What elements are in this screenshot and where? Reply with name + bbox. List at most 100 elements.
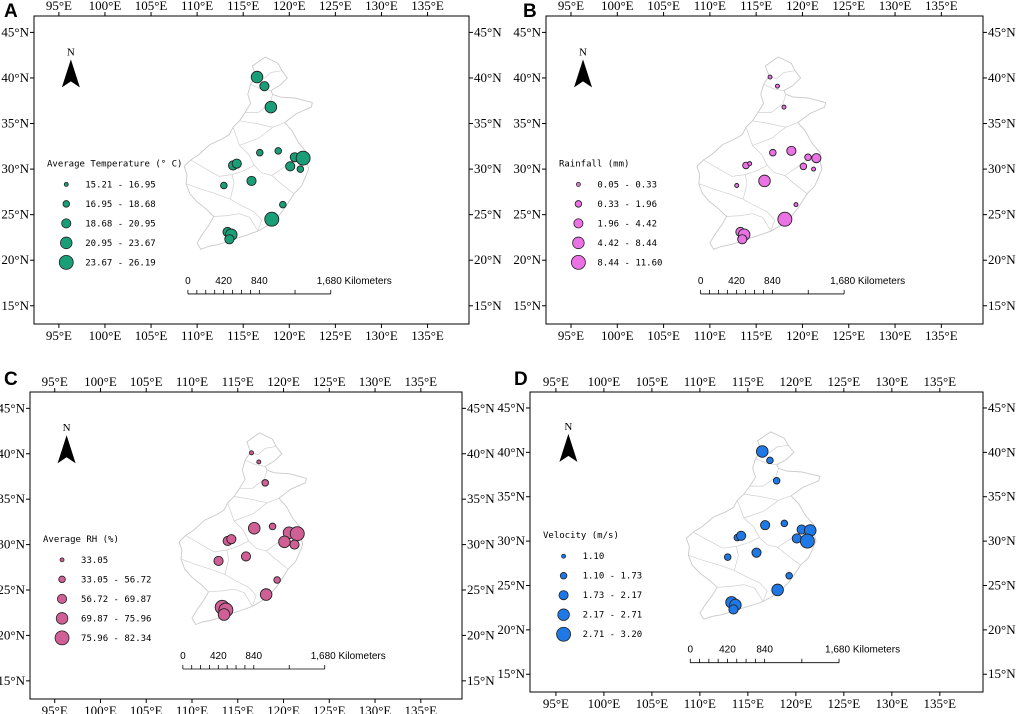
station-marker xyxy=(758,174,771,188)
north-arrow-icon xyxy=(559,433,578,462)
lat-label-right: 20°N xyxy=(467,627,495,642)
legend-symbol xyxy=(62,200,70,208)
lat-label-left: 25°N xyxy=(0,582,26,597)
legend-symbol xyxy=(59,557,65,563)
lat-label-left: 35°N xyxy=(513,116,541,131)
scale-label: 840 xyxy=(245,651,262,662)
station-marker xyxy=(295,150,311,166)
legend-symbol xyxy=(58,575,66,584)
station-marker xyxy=(247,521,261,535)
province-border xyxy=(743,500,779,519)
lat-label-left: 25°N xyxy=(1,207,29,222)
legend-symbol xyxy=(55,612,69,625)
lon-label-bottom: 115°E xyxy=(732,696,764,711)
panel-letter: A xyxy=(4,1,18,22)
legend-title: Average RH (%) xyxy=(43,535,119,545)
station-marker xyxy=(268,522,277,531)
legend-symbol xyxy=(61,218,72,229)
lat-label-right: 45°N xyxy=(467,400,495,415)
station-marker xyxy=(256,148,264,157)
lon-label-bottom: 130°E xyxy=(876,696,909,711)
station-marker xyxy=(777,211,793,227)
lon-label-top: 100°E xyxy=(89,0,122,13)
lat-label-left: 20°N xyxy=(0,627,26,642)
lat-label-right: 45°N xyxy=(988,400,1016,415)
lon-label-top: 95°E xyxy=(543,374,569,389)
north-label: N xyxy=(579,46,587,58)
lon-label-top: 130°E xyxy=(879,0,912,13)
lat-label-right: 40°N xyxy=(467,446,495,461)
lon-label-top: 120°E xyxy=(267,374,300,389)
lat-label-right: 30°N xyxy=(988,161,1016,176)
lat-label-left: 35°N xyxy=(1,116,29,131)
scale-label: 1,680 Kilometers xyxy=(825,645,900,656)
legend-label: 69.87 - 75.96 xyxy=(81,614,151,624)
study-region xyxy=(696,56,827,250)
province-border xyxy=(244,459,266,467)
province-border xyxy=(763,83,784,92)
lat-label-left: 45°N xyxy=(513,24,541,39)
lat-label-right: 15°N xyxy=(988,666,1016,681)
province-border xyxy=(717,584,764,602)
lat-label-right: 35°N xyxy=(474,116,502,131)
station-marker xyxy=(736,530,747,541)
legend-label: 8.44 - 11.60 xyxy=(597,258,662,268)
legend-symbol xyxy=(572,236,585,250)
station-marker xyxy=(274,147,282,155)
station-marker xyxy=(780,519,789,528)
station-marker xyxy=(246,175,257,186)
lat-label-right: 15°N xyxy=(467,673,495,688)
lon-label-top: 110°E xyxy=(181,0,213,13)
lon-label-top: 95°E xyxy=(558,0,584,13)
province-border xyxy=(743,493,792,501)
station-marker xyxy=(217,608,231,621)
lon-label-bottom: 100°E xyxy=(89,328,122,343)
lon-label-top: 120°E xyxy=(780,374,813,389)
province-border xyxy=(758,94,787,113)
lon-label-top: 130°E xyxy=(365,0,398,13)
legend-symbol xyxy=(63,181,69,187)
lon-label-bottom: 135°E xyxy=(411,328,444,343)
lon-label-bottom: 125°E xyxy=(313,703,346,714)
province-border xyxy=(703,159,768,177)
lon-label-bottom: 95°E xyxy=(46,328,72,343)
lat-label-left: 15°N xyxy=(497,666,525,681)
lon-label-bottom: 130°E xyxy=(365,328,398,343)
lon-label-bottom: 120°E xyxy=(273,328,306,343)
station-marker xyxy=(289,539,300,550)
station-marker xyxy=(793,202,799,208)
panel-c: C 95°E 95°E 100°E 100°E 105°E 105°E 110°E 110°E 1… xyxy=(0,369,495,714)
station-marker xyxy=(213,555,224,566)
legend-label: 1.10 - 1.73 xyxy=(583,572,643,582)
legend-label: 18.68 - 20.95 xyxy=(85,219,155,229)
lat-label-right: 25°N xyxy=(988,577,1016,592)
province-border xyxy=(233,502,268,522)
lat-label-left: 40°N xyxy=(0,446,26,461)
province-border xyxy=(768,70,796,80)
north-label: N xyxy=(67,46,75,58)
province-border xyxy=(185,535,249,553)
province-border xyxy=(229,174,235,200)
lon-label-top: 125°E xyxy=(832,0,865,13)
lon-label-bottom: 130°E xyxy=(879,328,912,343)
lon-label-top: 125°E xyxy=(828,374,861,389)
lon-label-bottom: 95°E xyxy=(543,696,569,711)
legend-symbol xyxy=(574,200,583,208)
lon-label-bottom: 120°E xyxy=(786,328,819,343)
legend-label: 0.33 - 1.96 xyxy=(597,200,657,210)
lat-label-left: 35°N xyxy=(0,491,26,506)
lon-label-top: 130°E xyxy=(359,374,392,389)
scale-label: 0 xyxy=(180,651,186,662)
lat-label-left: 45°N xyxy=(1,24,29,39)
lon-label-top: 110°E xyxy=(694,0,726,13)
legend-label: 33.05 - 56.72 xyxy=(81,575,151,585)
station-marker xyxy=(734,183,740,188)
map-frame xyxy=(529,391,984,693)
legend-symbol xyxy=(60,236,73,250)
legend-symbol xyxy=(571,254,586,270)
legend-label: 16.95 - 18.68 xyxy=(85,200,155,210)
station-marker xyxy=(751,547,762,558)
legend-label: 2.17 - 2.71 xyxy=(583,611,643,621)
lon-label-bottom: 105°E xyxy=(135,328,168,343)
lon-label-bottom: 110°E xyxy=(684,696,716,711)
